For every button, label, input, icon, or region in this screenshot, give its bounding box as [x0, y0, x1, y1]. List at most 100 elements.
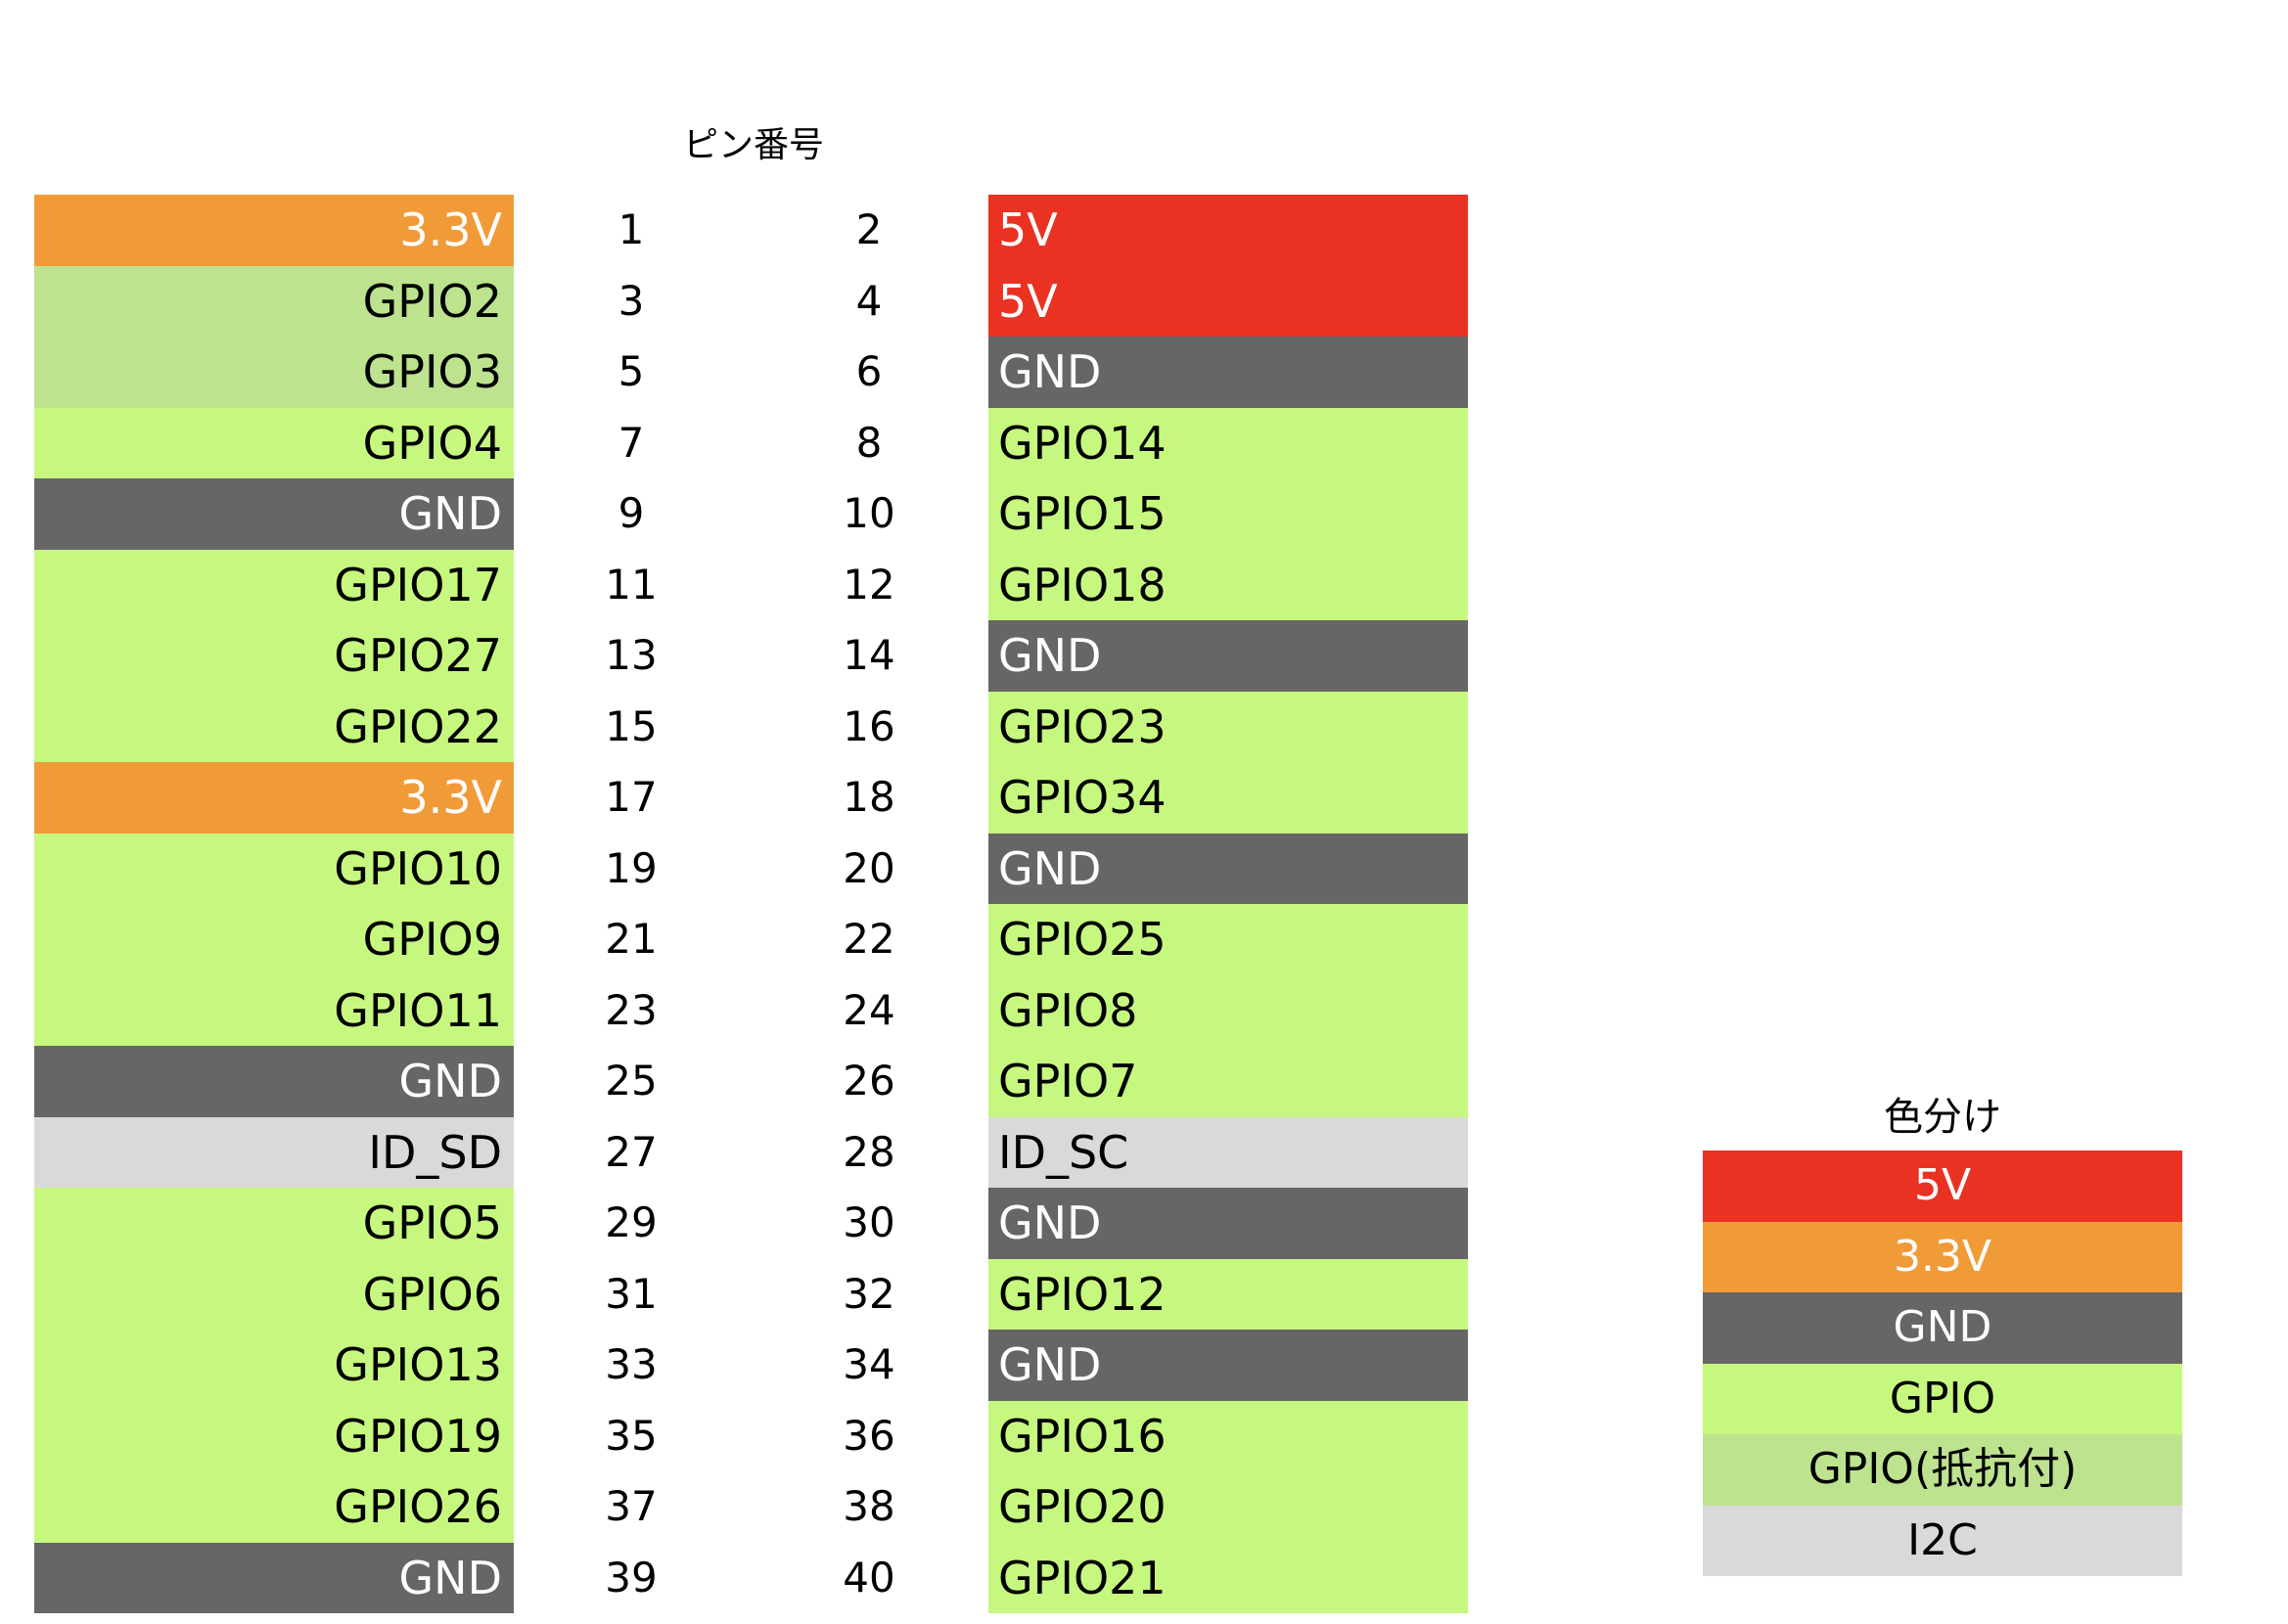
pin-row: GND 39 40 GPIO21: [0, 1542, 1478, 1613]
pin-row: GPIO26 37 38 GPIO20: [0, 1471, 1478, 1543]
pin-number-left: 29: [605, 1198, 658, 1246]
pin-number-left: 21: [605, 915, 658, 963]
pin-label-right: GPIO18: [988, 549, 1468, 620]
pin-label-right: GND: [988, 620, 1468, 692]
legend-item: GPIO: [1703, 1363, 2182, 1434]
pin-number-left: 35: [605, 1411, 658, 1460]
pin-row: GPIO6 31 32 GPIO12: [0, 1258, 1478, 1330]
legend-item: 5V: [1703, 1150, 2182, 1222]
pin-number-left: 5: [618, 347, 645, 395]
pin-number-left: 9: [618, 489, 645, 537]
pin-label-left: GPIO2: [34, 265, 514, 337]
pin-label-left: GPIO9: [34, 904, 514, 975]
pin-label-left: GND: [34, 1542, 514, 1613]
pin-number-right: 12: [843, 560, 895, 609]
pin-number-right: 24: [843, 985, 895, 1034]
pin-label-left: GPIO10: [34, 833, 514, 904]
pin-row: ID_SD 27 28 ID_SC: [0, 1116, 1478, 1188]
pin-label-left: GPIO11: [34, 974, 514, 1046]
pin-number-left: 19: [605, 843, 658, 892]
pin-row: GPIO13 33 34 GND: [0, 1330, 1478, 1401]
pin-label-left: GPIO4: [34, 407, 514, 478]
pin-row: GPIO11 23 24 GPIO8: [0, 974, 1478, 1046]
pin-label-left: GPIO26: [34, 1471, 514, 1543]
pin-number-right: 18: [843, 773, 895, 821]
pin-label-right: GPIO7: [988, 1046, 1468, 1117]
pin-label-left: GPIO13: [34, 1330, 514, 1401]
pin-row: GPIO19 35 36 GPIO16: [0, 1400, 1478, 1471]
pin-row: GPIO4 7 8 GPIO14: [0, 407, 1478, 478]
pin-row: GND 9 10 GPIO15: [0, 478, 1478, 550]
pin-label-left: GPIO19: [34, 1400, 514, 1471]
pin-number-right: 22: [843, 915, 895, 963]
pin-number-right: 10: [843, 489, 895, 537]
pin-number-right: 16: [843, 701, 895, 750]
pin-label-left: GPIO6: [34, 1258, 514, 1330]
pin-number-left: 27: [605, 1127, 658, 1176]
pin-label-left: 3.3V: [34, 762, 514, 834]
pin-label-left: 3.3V: [34, 195, 514, 266]
pin-label-right: GND: [988, 1188, 1468, 1259]
pin-label-right: GPIO34: [988, 762, 1468, 834]
pin-label-right: GPIO23: [988, 691, 1468, 762]
legend-item: I2C: [1703, 1505, 2182, 1576]
pin-number-right: 4: [855, 276, 883, 325]
pin-number-right: 14: [843, 631, 895, 679]
pin-number-right: 34: [843, 1340, 895, 1388]
pin-label-left: ID_SD: [34, 1116, 514, 1188]
pin-label-left: GPIO22: [34, 691, 514, 762]
pin-number-right: 30: [843, 1198, 895, 1246]
pin-number-left: 15: [605, 701, 658, 750]
pin-label-right: GND: [988, 833, 1468, 904]
pin-label-right: 5V: [988, 265, 1468, 337]
pin-number-right: 26: [843, 1057, 895, 1105]
pin-number-left: 1: [618, 205, 645, 253]
legend-item: 3.3V: [1703, 1221, 2182, 1292]
pin-number-left: 33: [605, 1340, 658, 1388]
pin-row: GPIO5 29 30 GND: [0, 1188, 1478, 1259]
pin-label-left: GPIO27: [34, 620, 514, 692]
pin-number-left: 31: [605, 1269, 658, 1318]
pin-label-right: GPIO12: [988, 1258, 1468, 1330]
pin-label-right: GND: [988, 337, 1468, 408]
pin-row: 3.3V 17 18 GPIO34: [0, 762, 1478, 834]
pin-number-right: 32: [843, 1269, 895, 1318]
pin-number-right: 40: [843, 1553, 895, 1601]
pin-number-left: 39: [605, 1553, 658, 1601]
pin-label-right: GPIO16: [988, 1400, 1468, 1471]
pin-label-right: ID_SC: [988, 1116, 1468, 1188]
pin-number-right: 36: [843, 1411, 895, 1460]
pin-label-right: GPIO20: [988, 1471, 1468, 1543]
legend-title: 色分け: [1884, 1095, 2001, 1140]
pin-number-right: 28: [843, 1127, 895, 1176]
pin-number-right: 6: [855, 347, 883, 395]
pin-number-left: 3: [618, 276, 645, 325]
pin-row: GPIO3 5 6 GND: [0, 337, 1478, 408]
pin-label-right: 5V: [988, 195, 1468, 266]
pin-label-right: GPIO15: [988, 478, 1468, 550]
pin-label-right: GPIO25: [988, 904, 1468, 975]
pin-number-right: 2: [855, 205, 883, 253]
pin-label-left: GND: [34, 1046, 514, 1117]
legend-item: GPIO(抵抗付): [1703, 1434, 2182, 1506]
pin-number-left: 17: [605, 773, 658, 821]
pin-number-left: 23: [605, 985, 658, 1034]
pin-label-left: GND: [34, 478, 514, 550]
pin-number-right: 8: [855, 418, 883, 467]
header-title: ピン番号: [682, 125, 824, 165]
pin-row: GPIO22 15 16 GPIO23: [0, 691, 1478, 762]
pin-label-right: GND: [988, 1330, 1468, 1401]
pin-number-left: 11: [605, 560, 658, 609]
pin-row: 3.3V 1 2 5V: [0, 195, 1478, 266]
pin-label-right: GPIO21: [988, 1542, 1468, 1613]
pin-row: GPIO27 13 14 GND: [0, 620, 1478, 692]
pin-number-left: 37: [605, 1482, 658, 1530]
pin-number-left: 13: [605, 631, 658, 679]
pin-row: GPIO10 19 20 GND: [0, 833, 1478, 904]
pin-number-left: 7: [618, 418, 645, 467]
pin-number-left: 25: [605, 1057, 658, 1105]
pin-label-left: GPIO3: [34, 337, 514, 408]
pin-label-right: GPIO14: [988, 407, 1468, 478]
pin-row: GPIO9 21 22 GPIO25: [0, 904, 1478, 975]
pin-label-left: GPIO5: [34, 1188, 514, 1259]
